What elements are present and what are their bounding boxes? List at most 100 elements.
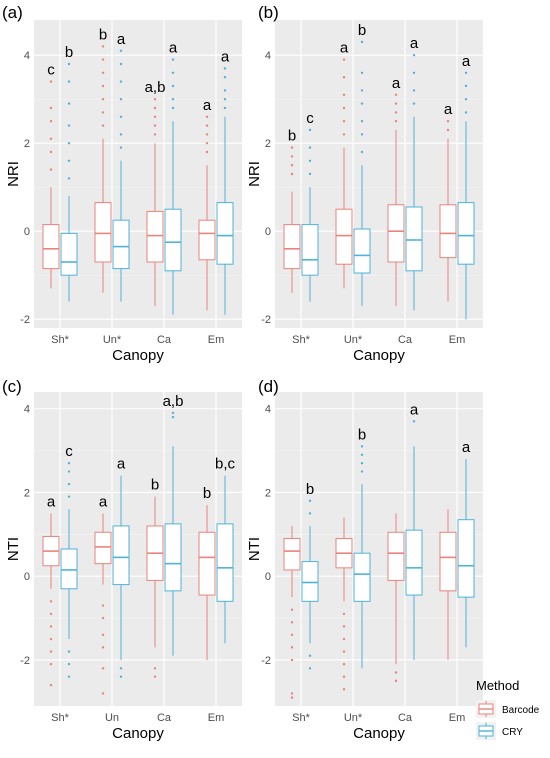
- outlier-point: [67, 62, 71, 66]
- x-tick-label: Em: [208, 712, 225, 724]
- y-tick-label: 0: [24, 226, 30, 238]
- outlier-point: [49, 80, 53, 83]
- significance-letter: a,b: [145, 79, 166, 96]
- outlier-point: [308, 128, 312, 132]
- outlier-point: [205, 133, 209, 136]
- box-barcode-Em: a: [198, 97, 216, 311]
- legend-key-barcode: [476, 700, 496, 718]
- box-barcode-Ca: b: [146, 477, 164, 678]
- outlier-point: [342, 612, 346, 616]
- y-axis-title: NTI: [5, 537, 22, 561]
- significance-letter: a: [340, 40, 349, 57]
- outlier-point: [223, 76, 227, 79]
- panel-3: -2 0 2 4 Sh* Un* Ca Em b b a a Canopy NTI (d): [246, 377, 483, 742]
- outlier-point: [101, 616, 105, 620]
- box-cry-Em: a: [216, 48, 234, 315]
- outlier-point: [360, 71, 364, 75]
- y-tick-label: -2: [261, 655, 271, 667]
- x-axis-title: Canopy: [353, 347, 405, 364]
- outlier-point: [360, 150, 364, 154]
- outlier-point: [394, 671, 398, 674]
- outlier-point: [394, 102, 398, 105]
- outlier-point: [101, 84, 105, 88]
- outlier-point: [360, 470, 364, 473]
- outlier-point: [205, 142, 209, 145]
- outlier-point: [153, 667, 157, 670]
- x-axis-title: Canopy: [112, 347, 164, 364]
- box-barcode-Em: b: [198, 485, 216, 660]
- outlier-point: [446, 120, 450, 123]
- outlier-point: [171, 71, 175, 75]
- outlier-point: [360, 120, 364, 123]
- outlier-point: [205, 150, 209, 154]
- outlier-point: [101, 124, 105, 127]
- outlier-point: [119, 675, 123, 678]
- significance-letter: a: [462, 53, 471, 70]
- box-iqr: [405, 206, 423, 272]
- outlier-point: [360, 453, 364, 456]
- outlier-point: [119, 667, 123, 670]
- outlier-point: [101, 692, 105, 695]
- outlier-point: [153, 124, 157, 127]
- outlier-point: [119, 98, 123, 101]
- box-barcode-Un*: [335, 517, 353, 691]
- x-tick-label: Un*: [344, 334, 363, 346]
- panel-label: (b): [258, 3, 279, 22]
- outlier-point: [290, 646, 294, 649]
- outlier-point: [171, 84, 175, 88]
- outlier-point: [342, 120, 346, 123]
- box-iqr: [335, 208, 353, 265]
- y-tick-label: -2: [261, 314, 271, 326]
- x-tick-label: Em: [449, 334, 466, 346]
- outlier-point: [171, 106, 175, 110]
- box-barcode-Sh*: c: [42, 62, 60, 289]
- box-iqr: [439, 531, 457, 592]
- box-barcode-Ca: [387, 513, 405, 683]
- outlier-point: [119, 62, 123, 66]
- x-tick-label: Un: [105, 712, 119, 724]
- outlier-point: [290, 633, 294, 637]
- y-tick-label: -2: [20, 314, 30, 326]
- box-iqr: [283, 538, 301, 571]
- outlier-point: [171, 98, 175, 101]
- box-iqr: [301, 561, 319, 602]
- box-cry-Ca: a,b: [163, 393, 183, 656]
- outlier-point: [308, 172, 312, 176]
- outlier-point: [223, 89, 227, 92]
- box-barcode-Ca: a,b: [145, 79, 166, 306]
- outlier-point: [342, 650, 346, 653]
- outlier-point: [49, 662, 53, 666]
- outlier-point: [101, 71, 105, 75]
- significance-letter: b: [65, 44, 73, 61]
- outlier-point: [101, 633, 105, 637]
- box-iqr: [283, 224, 301, 270]
- box-cry-Em: b,c: [215, 456, 236, 644]
- outlier-point: [49, 137, 53, 140]
- box-iqr: [216, 202, 234, 265]
- outlier-point: [49, 650, 53, 653]
- outlier-point: [412, 89, 416, 92]
- box-cry-Ca: a: [405, 35, 423, 311]
- significance-letter: b: [306, 481, 314, 498]
- box-iqr: [353, 552, 371, 602]
- outlier-point: [342, 662, 346, 666]
- x-tick-label: Un*: [103, 334, 122, 346]
- y-tick-label: 0: [265, 571, 271, 583]
- panel-label: (c): [2, 377, 22, 396]
- box-cry-Ca: a: [405, 401, 423, 660]
- outlier-point: [308, 667, 312, 670]
- outlier-point: [394, 93, 398, 97]
- box-barcode-Em: [439, 509, 457, 660]
- outlier-point: [67, 482, 71, 486]
- outlier-point: [223, 98, 227, 101]
- outlier-point: [360, 89, 364, 92]
- outlier-point: [342, 637, 346, 641]
- outlier-point: [67, 124, 71, 127]
- y-tick-label: 2: [265, 487, 271, 499]
- significance-letter: a: [410, 401, 419, 418]
- box-iqr: [164, 208, 182, 272]
- outlier-point: [360, 40, 364, 44]
- box-cry-Sh*: b: [60, 44, 78, 302]
- box-barcode-Un: a: [94, 493, 112, 695]
